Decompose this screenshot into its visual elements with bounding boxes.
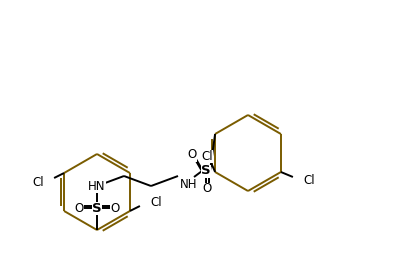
Text: Cl: Cl: [303, 174, 315, 187]
Text: S: S: [201, 165, 211, 178]
Text: Cl: Cl: [150, 196, 162, 209]
Text: HN: HN: [88, 180, 106, 193]
Text: Cl: Cl: [32, 175, 44, 188]
Text: O: O: [74, 202, 84, 215]
Text: S: S: [92, 202, 102, 215]
Text: O: O: [202, 183, 212, 196]
Text: O: O: [110, 202, 120, 215]
Text: Cl: Cl: [201, 150, 213, 163]
Text: NH: NH: [180, 178, 198, 191]
Text: O: O: [187, 149, 197, 162]
